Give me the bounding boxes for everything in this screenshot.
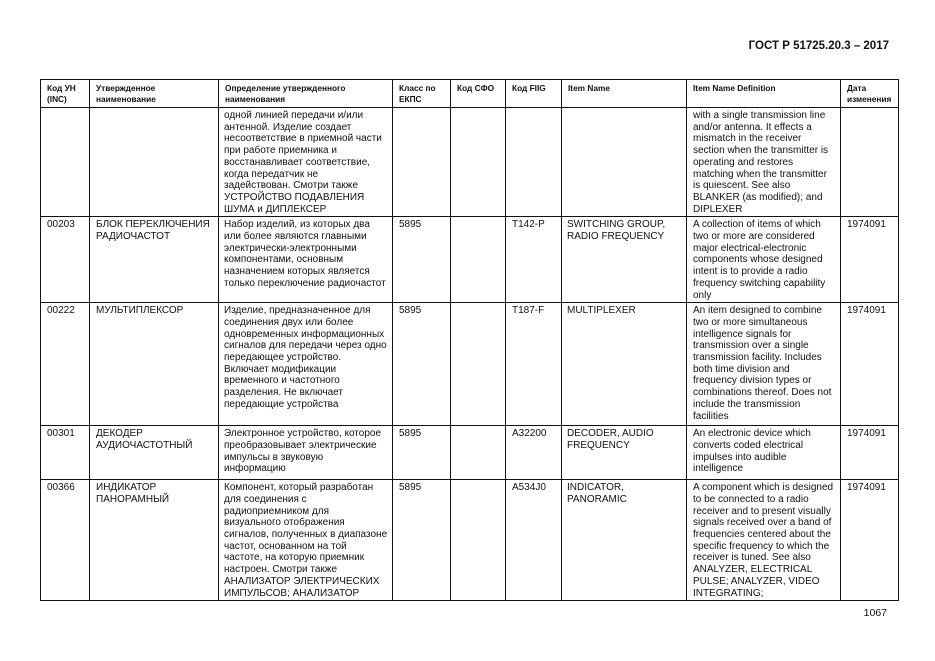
table-header-row: Код УН (INC) Утвержденное наименование Опр… [40,79,899,108]
cell-sfo-code [450,216,506,304]
cell-approved-name-definition: Компонент, который разработан для соедин… [218,479,393,602]
cell-item-name-definition: An electronic device which converts code… [686,425,841,481]
cell-item-name-definition: An item designed to combine two or more … [686,302,841,427]
cell-item-name-definition: with a single transmission line and/or a… [686,106,841,218]
cell-change-date: 1974091 [840,425,899,481]
cell-sfo-code [450,425,506,481]
cell-change-date: 1974091 [840,216,899,304]
page-number: 1067 [863,607,887,619]
cell-approved-name-definition: Электронное устройство, которое преобраз… [218,425,393,481]
cell-sfo-code [450,106,506,218]
column-header-item-name-definition: Item Name Definition [686,79,841,108]
cell-item-name: MULTIPLEXER [561,302,687,427]
cell-fiig-code [505,106,562,218]
cell-approved-name-definition: Изделие, предназначенное для соединения … [218,302,393,427]
table-row: одной линией передачи и/или антенной. Из… [40,106,899,218]
cell-fiig-code: A534J0 [505,479,562,602]
cell-item-name: DECODER, AUDIO FREQUENCY [561,425,687,481]
cell-change-date: 1974091 [840,479,899,602]
cell-inc-code [40,106,90,218]
column-header-approved-name-definition: Определение утвержденного наименования [218,79,393,108]
cell-ekps-class: 5895 [392,216,451,304]
column-header-ekps-class: Класс по ЕКПС [392,79,451,108]
column-header-approved-name: Утвержденное наименование [89,79,219,108]
cell-change-date [840,106,899,218]
cell-approved-name: МУЛЬТИПЛЕКСОР [89,302,219,427]
cell-ekps-class: 5895 [392,479,451,602]
column-header-sfo-code: Код СФО [450,79,506,108]
table-row: 00301 ДЕКОДЕР АУДИОЧАСТОТНЫЙ Электронное у… [40,425,899,481]
cell-sfo-code [450,302,506,427]
cell-ekps-class: 5895 [392,302,451,427]
cell-approved-name: БЛОК ПЕРЕКЛЮЧЕНИЯ РАДИОЧАСТОТ [89,216,219,304]
column-header-change-date: Дата изменения [840,79,899,108]
cell-item-name: SWITCHING GROUP, RADIO FREQUENCY [561,216,687,304]
column-header-fiig-code: Код FIIG [505,79,562,108]
cell-change-date: 1974091 [840,302,899,427]
cell-ekps-class: 5895 [392,425,451,481]
cell-inc-code: 00203 [40,216,90,304]
cell-item-name-definition: A collection of items of which two or mo… [686,216,841,304]
cell-approved-name-definition: одной линией передачи и/или антенной. Из… [218,106,393,218]
cell-inc-code: 00222 [40,302,90,427]
cell-fiig-code: T187-F [505,302,562,427]
standard-number: ГОСТ Р 51725.20.3 – 2017 [748,40,889,52]
column-header-item-name: Item Name [561,79,687,108]
cell-approved-name: ДЕКОДЕР АУДИОЧАСТОТНЫЙ [89,425,219,481]
cell-approved-name: ИНДИКАТОР ПАНОРАМНЫЙ [89,479,219,602]
cell-item-name-definition: A component which is designed to be conn… [686,479,841,602]
cell-ekps-class [392,106,451,218]
cell-fiig-code: A32200 [505,425,562,481]
column-header-inc-code: Код УН (INC) [40,79,90,108]
cell-sfo-code [450,479,506,602]
cell-approved-name-definition: Набор изделий, из которых два или более … [218,216,393,304]
cell-fiig-code: T142-P [505,216,562,304]
catalog-table: Код УН (INC) Утвержденное наименование Опр… [40,79,899,602]
cell-item-name: INDICATOR, PANORAMIC [561,479,687,602]
cell-inc-code: 00301 [40,425,90,481]
cell-approved-name [89,106,219,218]
cell-inc-code: 00366 [40,479,90,602]
cell-item-name [561,106,687,218]
table-row: 00366 ИНДИКАТОР ПАНОРАМНЫЙ Компонент, кото… [40,479,899,602]
table-row: 00203 БЛОК ПЕРЕКЛЮЧЕНИЯ РАДИОЧАСТОТ Набор … [40,216,899,304]
table-row: 00222 МУЛЬТИПЛЕКСОР Изделие, предназначенн… [40,302,899,427]
